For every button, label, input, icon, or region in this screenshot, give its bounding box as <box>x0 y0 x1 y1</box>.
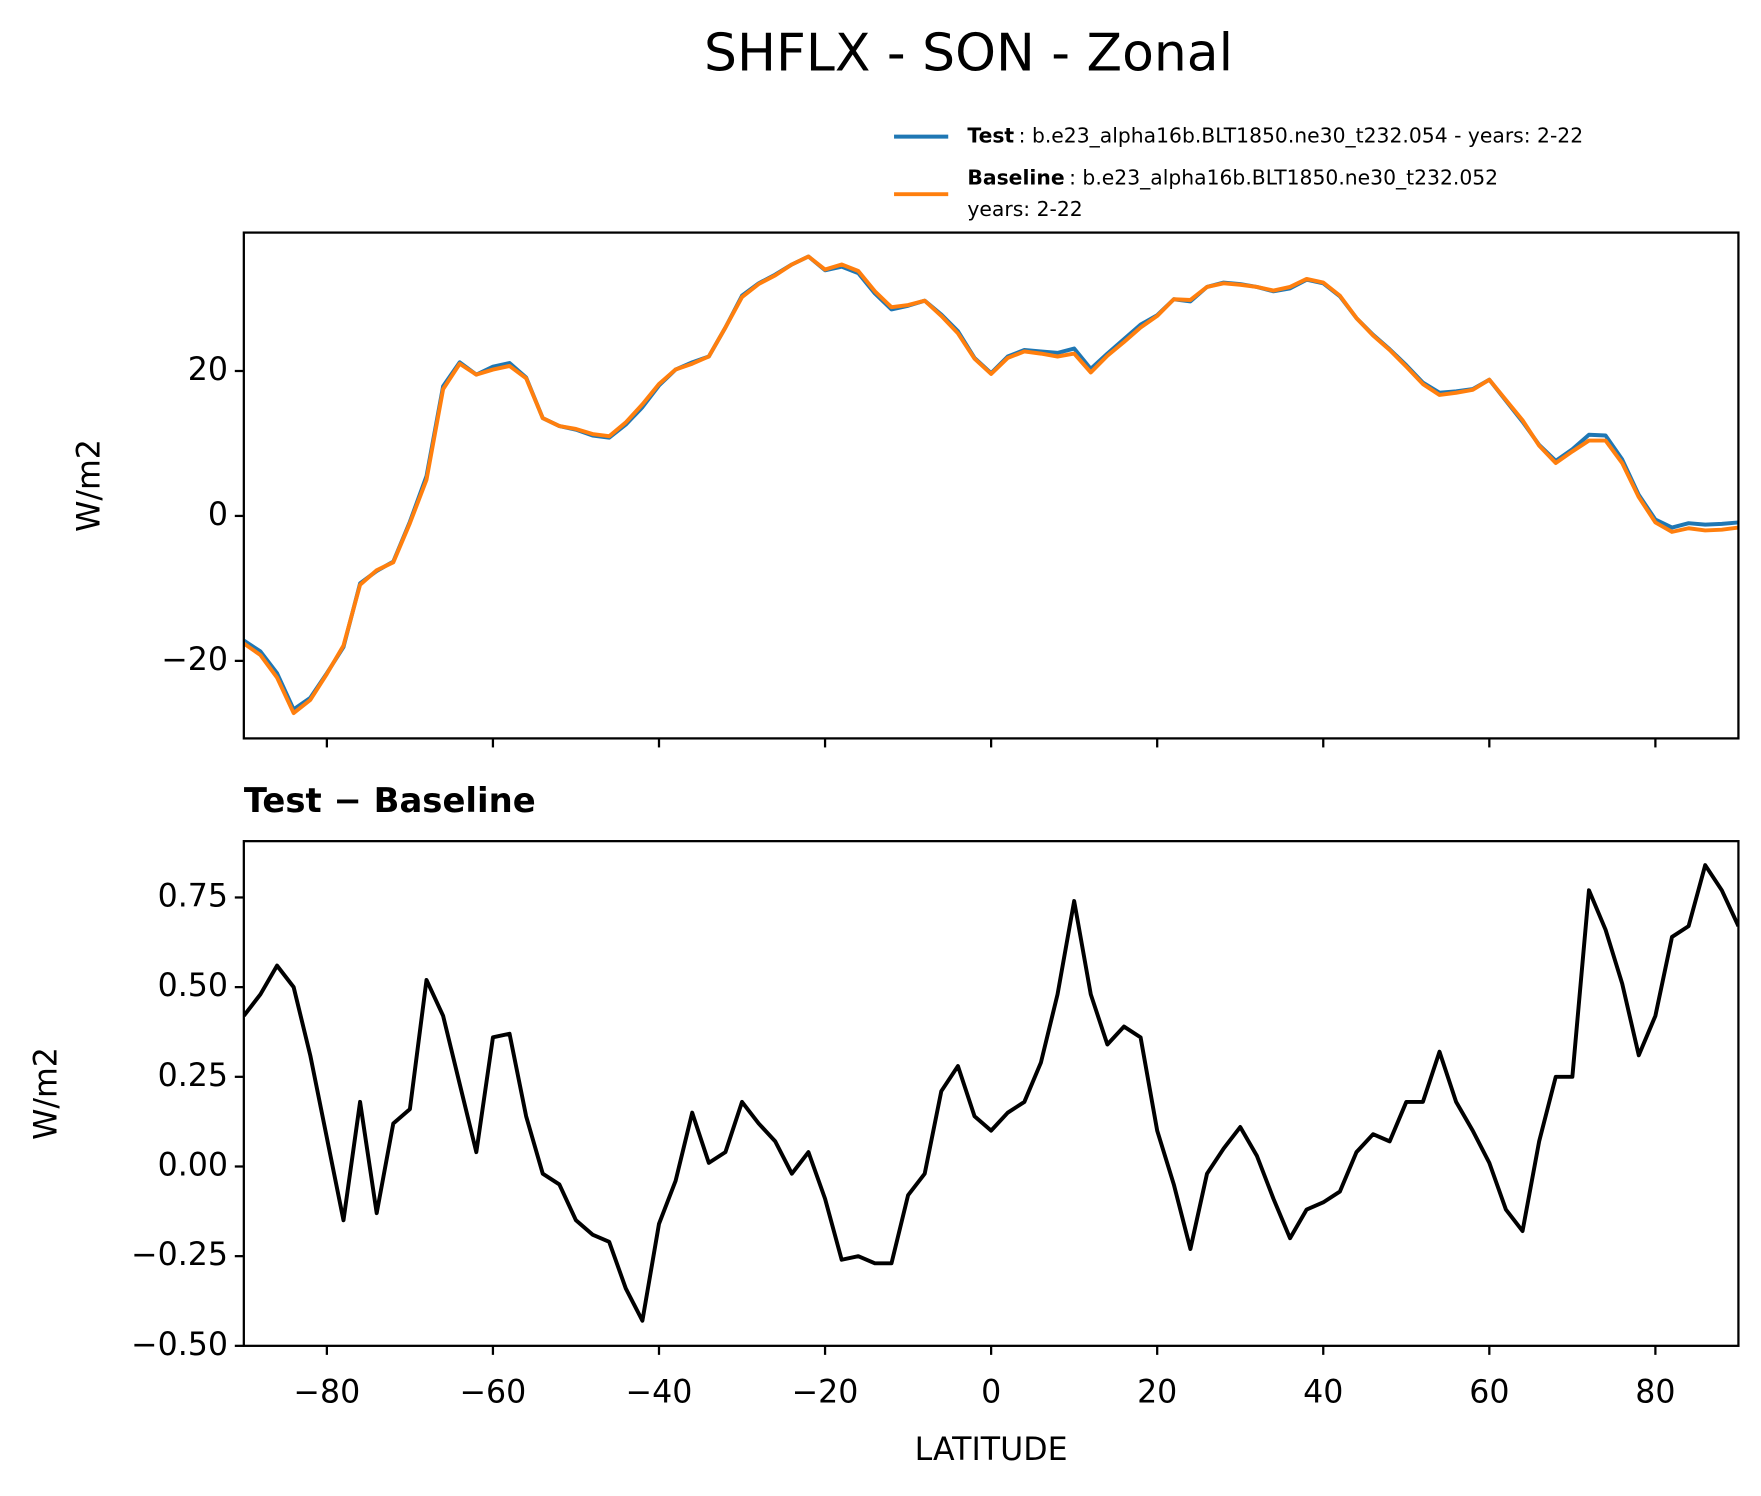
subplot-title: Test − Baseline <box>244 781 536 820</box>
series-line <box>243 254 1739 712</box>
y-tick-label: −0.25 <box>131 1237 228 1273</box>
y-tick-label: 0.00 <box>158 1147 228 1183</box>
x-tick-label: 20 <box>1137 1374 1177 1410</box>
x-tick-label: 60 <box>1469 1374 1509 1410</box>
legend-detail: : b.e23_alpha16b.BLT1850.ne30_t232.052 <box>1069 165 1498 190</box>
series-line <box>243 863 1739 1323</box>
y-tick-label: 20 <box>188 352 228 388</box>
y-tick-label: −20 <box>161 642 228 678</box>
legend-name: Baseline <box>967 165 1064 189</box>
y-axis-label: W/m2 <box>71 439 107 532</box>
x-tick-label: −80 <box>294 1374 361 1410</box>
x-tick-label: −20 <box>792 1374 859 1410</box>
legend-detail: : b.e23_alpha16b.BLT1850.ne30_t232.054 -… <box>1019 124 1583 149</box>
legend-entry: Test: b.e23_alpha16b.BLT1850.ne30_t232.0… <box>967 124 1583 149</box>
axes-frame <box>242 840 1740 1347</box>
y-tick-label: −0.50 <box>131 1327 228 1363</box>
axes-frame <box>242 231 1740 740</box>
legend-name: Test <box>967 124 1014 148</box>
y-tick-label: 0 <box>208 497 228 533</box>
y-tick-label: 0.25 <box>158 1058 228 1094</box>
series-line <box>243 254 1739 716</box>
x-tick-label: −40 <box>626 1374 693 1410</box>
x-axis-label: LATITUDE <box>915 1432 1068 1468</box>
y-axis-label: W/m2 <box>28 1047 64 1140</box>
x-tick-label: 40 <box>1303 1374 1343 1410</box>
legend-entry: Baseline: b.e23_alpha16b.BLT1850.ne30_t2… <box>967 165 1498 190</box>
y-tick-label: 0.75 <box>158 878 228 914</box>
figure-title: SHFLX - SON - Zonal <box>704 23 1233 83</box>
x-tick-label: 0 <box>981 1374 1001 1410</box>
legend-detail: years: 2-22 <box>967 197 1082 221</box>
y-tick-label: 0.50 <box>158 968 228 1004</box>
x-tick-label: −60 <box>460 1374 527 1410</box>
x-tick-label: 80 <box>1635 1374 1675 1410</box>
